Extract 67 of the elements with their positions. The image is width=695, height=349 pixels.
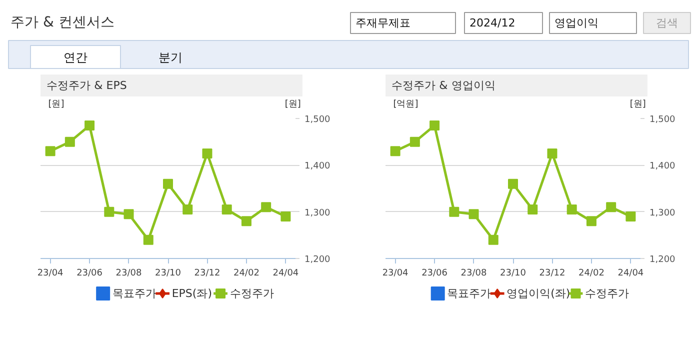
point xyxy=(586,216,596,226)
y-axis-title: [억원] xyxy=(393,100,418,110)
text: 1,500 xyxy=(304,115,330,125)
legend-label: EPS(좌) xyxy=(172,287,212,300)
point xyxy=(104,206,114,217)
point xyxy=(84,120,95,130)
x-tick-label: 23/04 xyxy=(37,268,64,278)
x-tick-label: 23/08 xyxy=(460,268,488,278)
x-tick-label: 23/04 xyxy=(382,268,409,278)
point xyxy=(626,212,636,222)
legend-label: 수정주가 xyxy=(585,287,630,300)
text: 주가 & 컨센서스 xyxy=(10,14,114,30)
point xyxy=(508,178,518,189)
text: 주재무제표 xyxy=(356,16,410,30)
x-tick-label: 24/04 xyxy=(618,268,644,278)
text: 1,300 xyxy=(304,208,330,218)
x-tick-label: 23/08 xyxy=(116,268,142,278)
point xyxy=(143,234,154,245)
text: 연간 xyxy=(64,50,88,64)
text: 영업이익 xyxy=(554,16,598,30)
legend-label: 목표주가 xyxy=(447,287,492,300)
y2-axis-title: [원] xyxy=(284,100,301,110)
point xyxy=(202,148,212,158)
text: 2024/12 xyxy=(470,16,516,30)
legend-label: 영업이익(좌) xyxy=(506,287,570,300)
text: 1,200 xyxy=(650,255,676,265)
point xyxy=(280,212,291,222)
point xyxy=(163,178,173,189)
point xyxy=(124,209,134,220)
x-tick-label: 23/06 xyxy=(422,268,448,278)
x-tick-label: 23/10 xyxy=(500,268,526,278)
x-tick-label: 24/02 xyxy=(578,268,604,278)
x-tick-label: 24/04 xyxy=(272,268,299,278)
x-tick-label: 23/10 xyxy=(155,268,182,278)
legend-label: 수정주가 xyxy=(230,287,274,300)
text: 1,200 xyxy=(304,255,330,265)
point xyxy=(182,204,193,214)
point xyxy=(45,146,56,156)
point xyxy=(468,209,479,220)
point xyxy=(410,136,420,147)
point xyxy=(390,146,400,156)
text: 분기 xyxy=(158,50,182,64)
chart-title: 수정주가 & 영업이익 xyxy=(392,79,496,92)
point xyxy=(566,204,577,214)
y2-axis-title: [원] xyxy=(630,100,646,110)
legend-label: 목표주가 xyxy=(112,287,156,300)
x-tick-label: 24/02 xyxy=(233,268,260,278)
point xyxy=(430,120,440,130)
y-axis-title: [원] xyxy=(48,100,64,110)
point xyxy=(606,202,616,212)
x-tick-label: 23/06 xyxy=(76,268,103,278)
point xyxy=(528,204,538,214)
point xyxy=(241,216,252,226)
point xyxy=(547,148,558,158)
text: 1,400 xyxy=(304,162,330,172)
point xyxy=(488,234,498,245)
text: 1,500 xyxy=(650,115,676,125)
chart-title: 수정주가 & EPS xyxy=(46,79,127,92)
point xyxy=(64,136,75,147)
text: 1,300 xyxy=(650,208,676,218)
point xyxy=(222,204,232,214)
point xyxy=(449,206,460,217)
x-tick-label: 23/12 xyxy=(194,268,220,278)
point xyxy=(261,202,272,212)
text: 1,400 xyxy=(650,162,676,172)
x-tick-label: 23/12 xyxy=(539,268,566,278)
text: 검색 xyxy=(656,16,678,30)
